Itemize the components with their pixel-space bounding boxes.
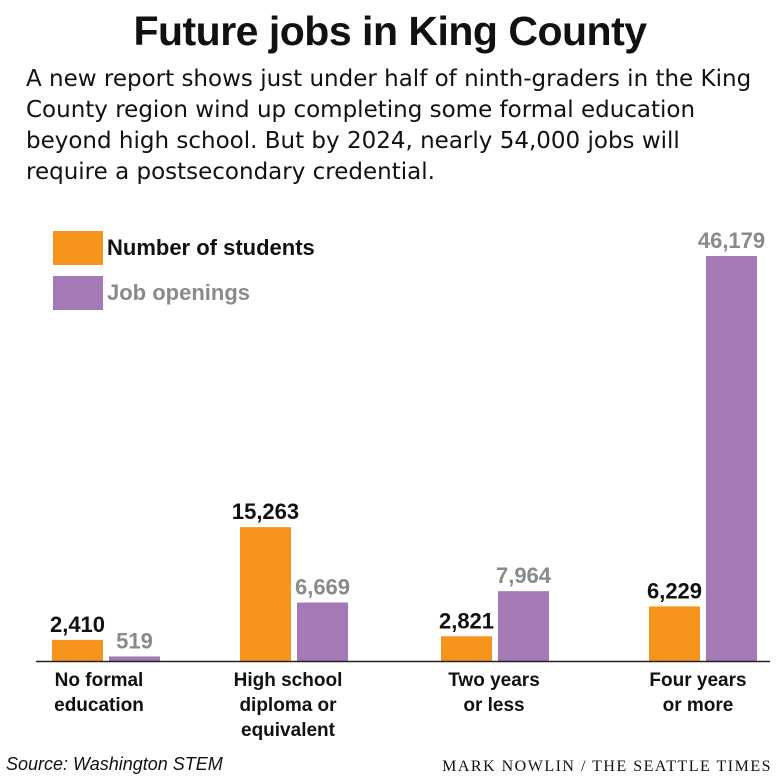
bar-jobs-3: [706, 256, 757, 661]
category-label-line: High school: [233, 670, 343, 691]
data-label-jobs-1: 6,669: [295, 575, 350, 600]
data-label-students-3: 6,229: [647, 578, 702, 603]
source-note: Source: Washington STEM: [6, 754, 223, 774]
legend-item-jobs: Job openings: [53, 276, 250, 310]
data-label-jobs-2: 7,964: [496, 563, 552, 588]
category-label-line: Two years: [448, 670, 540, 691]
bar-students-1: [240, 527, 291, 661]
legend-label-students: Number of students: [107, 235, 315, 260]
data-label-jobs-3: 46,179: [698, 228, 765, 253]
bar-jobs-2: [498, 591, 549, 661]
legend-label-jobs: Job openings: [107, 280, 250, 305]
data-label-students-2: 2,821: [439, 608, 494, 633]
category-label-line: equivalent: [241, 720, 335, 741]
credit-line: MARK NOWLIN / THE SEATTLE TIMES: [442, 758, 772, 775]
chart-subtitle: A new report shows just under half of ni…: [26, 66, 752, 185]
data-label-jobs-0: 519: [116, 628, 153, 653]
category-label-0: No formal education: [9, 668, 189, 718]
legend-swatch-jobs: [53, 276, 103, 310]
category-label-line: diploma or: [239, 695, 337, 716]
bar-students-3: [649, 606, 700, 661]
data-label-students-1: 15,263: [232, 499, 299, 524]
legend-swatch-students: [53, 231, 103, 265]
bar-students-0: [52, 639, 103, 661]
category-label-line: or less: [463, 695, 525, 716]
category-label-line: or more: [662, 695, 734, 716]
category-label-3: Four years or more: [608, 668, 780, 718]
chart-title: Future jobs in King County: [133, 8, 647, 54]
category-label-line: No formal: [54, 670, 144, 691]
bar-jobs-1: [297, 602, 348, 661]
bar-jobs-0: [109, 656, 160, 661]
category-label-2: Two years or less: [404, 668, 584, 718]
legend-item-students: Number of students: [53, 231, 315, 265]
category-label-1: High school diploma or equivalent: [198, 668, 378, 743]
category-label-line: education: [54, 695, 144, 716]
bar-students-2: [441, 636, 492, 661]
category-label-line: Four years: [649, 670, 747, 691]
data-label-students-0: 2,410: [50, 612, 105, 637]
